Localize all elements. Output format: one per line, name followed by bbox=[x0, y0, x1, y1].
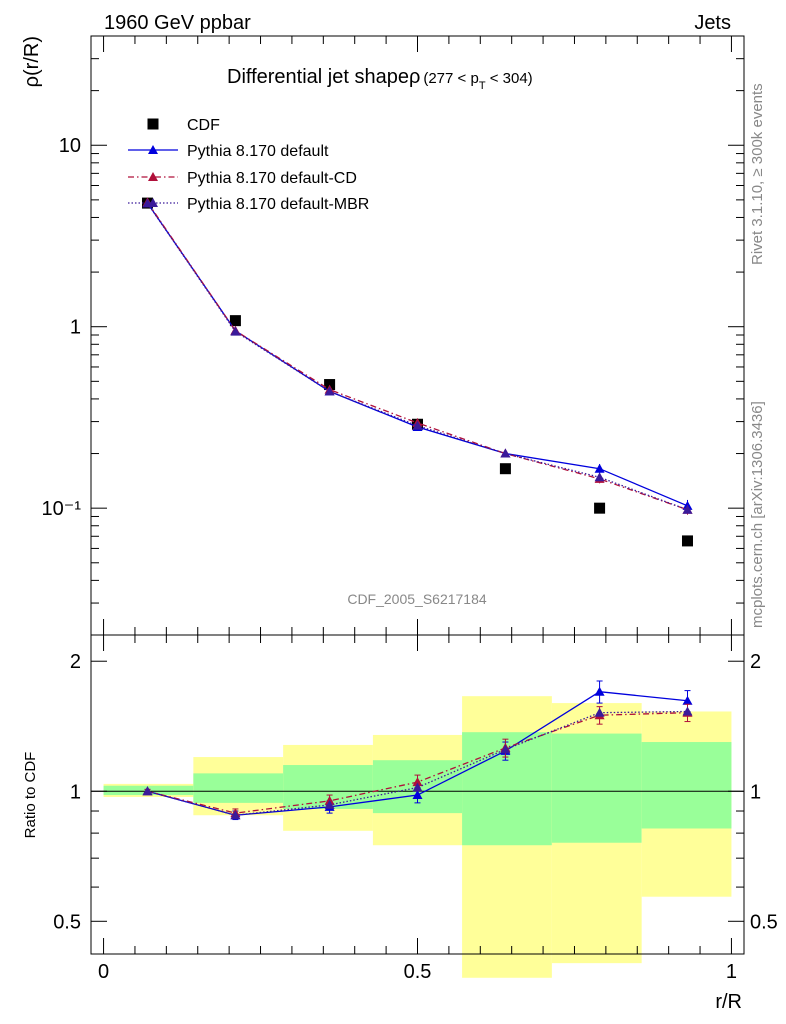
ratio-y-axis-label: Ratio to CDF bbox=[22, 752, 39, 839]
ratio-x-tick-labels: 0 0.5 1 bbox=[98, 961, 737, 983]
main-y-tick-label: 1 bbox=[70, 317, 81, 339]
mcplots-label: mcplots.cern.ch [arXiv:1306.3436] bbox=[749, 401, 766, 628]
main-y-tick-label: 10 bbox=[59, 135, 81, 157]
legend-label-default: Pythia 8.170 default bbox=[187, 143, 329, 160]
legend-label-default-cd: Pythia 8.170 default-CD bbox=[187, 170, 357, 187]
main-marker-pythia-8-170-default bbox=[594, 463, 605, 473]
main-point-cdf bbox=[594, 502, 606, 514]
ratio-y-tick-label-right: 0.5 bbox=[750, 911, 778, 933]
ratio-y-ticks bbox=[91, 660, 744, 922]
ratio-marker-pythia-8-170-default-cd bbox=[412, 777, 423, 787]
ratio-band-inner bbox=[551, 733, 642, 843]
ratio-marker-pythia-8-170-default-mbr bbox=[594, 707, 605, 717]
legend-label-cdf: CDF bbox=[187, 117, 220, 134]
main-series bbox=[142, 197, 693, 547]
ratio-y-tick-label-left: 2 bbox=[70, 651, 81, 673]
ratio-series bbox=[142, 680, 693, 821]
ratio-marker-pythia-8-170-default bbox=[412, 790, 423, 800]
title-cut-subscript: T bbox=[479, 80, 486, 92]
ratio-y-tick-label-left: 0.5 bbox=[53, 911, 81, 933]
ratio-x-axis-label: r/R bbox=[715, 991, 742, 1013]
title-cut-end: < 304) bbox=[486, 70, 533, 87]
legend-marker-default-cd bbox=[148, 172, 158, 181]
main-plot-title: Differential jet shapeρ (277 < pT < 304) bbox=[227, 66, 533, 92]
ratio-marker-pythia-8-170-default bbox=[594, 686, 605, 696]
main-y-tick-label: 10⁻¹ bbox=[42, 498, 82, 520]
main-y-tick-labels: 10 1 10⁻¹ bbox=[42, 135, 82, 520]
legend-marker-default-mbr bbox=[148, 198, 158, 207]
main-plot-panel: 10 1 10⁻¹ ρ(r/R) Differential jet shapeρ (2… bbox=[21, 35, 745, 636]
main-marker-pythia-8-170-default-mbr bbox=[324, 386, 335, 396]
ratio-uncertainty-bands bbox=[103, 696, 732, 978]
main-point-cdf bbox=[229, 315, 241, 327]
main-point-cdf bbox=[324, 379, 336, 391]
ratio-y-tick-labels: 2 2 1 1 0.5 0.5 bbox=[53, 651, 778, 933]
main-point-cdf bbox=[681, 535, 693, 547]
title-main: Differential jet shapeρ bbox=[227, 66, 420, 88]
title-cut: (277 < p bbox=[423, 70, 478, 87]
main-marker-pythia-8-170-default-mbr bbox=[500, 448, 511, 458]
legend-label-default-mbr: Pythia 8.170 default-MBR bbox=[187, 196, 369, 213]
ratio-marker-pythia-8-170-default-mbr bbox=[412, 782, 423, 792]
header-energy: 1960 GeV ppbar bbox=[104, 12, 251, 34]
ratio-plot-panel: 2 21 10.5 0.5 0 0.5 1 Ratio to CDF r/R bbox=[22, 634, 778, 1013]
legend: CDF Pythia 8.170 default Pythia 8.170 de… bbox=[128, 117, 369, 213]
ratio-y-tick-label-left: 1 bbox=[70, 781, 81, 803]
legend-marker-cdf bbox=[147, 118, 159, 130]
rivet-version-label: Rivet 3.1.10, ≥ 300k events bbox=[749, 83, 766, 265]
ratio-y-tick-label-right: 1 bbox=[750, 781, 761, 803]
main-marker-pythia-8-170-default-mbr bbox=[412, 420, 423, 430]
header-process: Jets bbox=[694, 12, 731, 34]
ratio-marker-pythia-8-170-default-mbr bbox=[500, 744, 511, 754]
ratio-marker-pythia-8-170-default-mbr bbox=[324, 799, 335, 809]
ratio-x-ticks bbox=[103, 635, 732, 954]
main-y-axis-label: ρ(r/R) bbox=[21, 36, 43, 87]
ratio-x-tick-label: 0.5 bbox=[404, 961, 432, 983]
main-point-cdf bbox=[499, 463, 511, 475]
ratio-band-inner bbox=[641, 742, 732, 829]
ratio-marker-pythia-8-170-default-mbr bbox=[230, 810, 241, 820]
ratio-marker-pythia-8-170-default bbox=[682, 695, 693, 705]
ratio-x-tick-label: 1 bbox=[726, 961, 737, 983]
ratio-marker-pythia-8-170-default-mbr bbox=[682, 706, 693, 716]
main-marker-pythia-8-170-default-mbr bbox=[682, 504, 693, 514]
analysis-watermark: CDF_2005_S6217184 bbox=[347, 591, 487, 607]
ratio-band-inner bbox=[193, 773, 284, 803]
main-marker-pythia-8-170-default-mbr bbox=[230, 326, 241, 336]
main-marker-pythia-8-170-default-mbr bbox=[594, 472, 605, 482]
legend-marker-default bbox=[148, 145, 158, 154]
ratio-y-tick-label-right: 2 bbox=[750, 651, 761, 673]
ratio-x-tick-label: 0 bbox=[98, 961, 109, 983]
main-x-ticks bbox=[103, 36, 732, 635]
ratio-marker-pythia-8-170-default-mbr bbox=[142, 786, 153, 796]
